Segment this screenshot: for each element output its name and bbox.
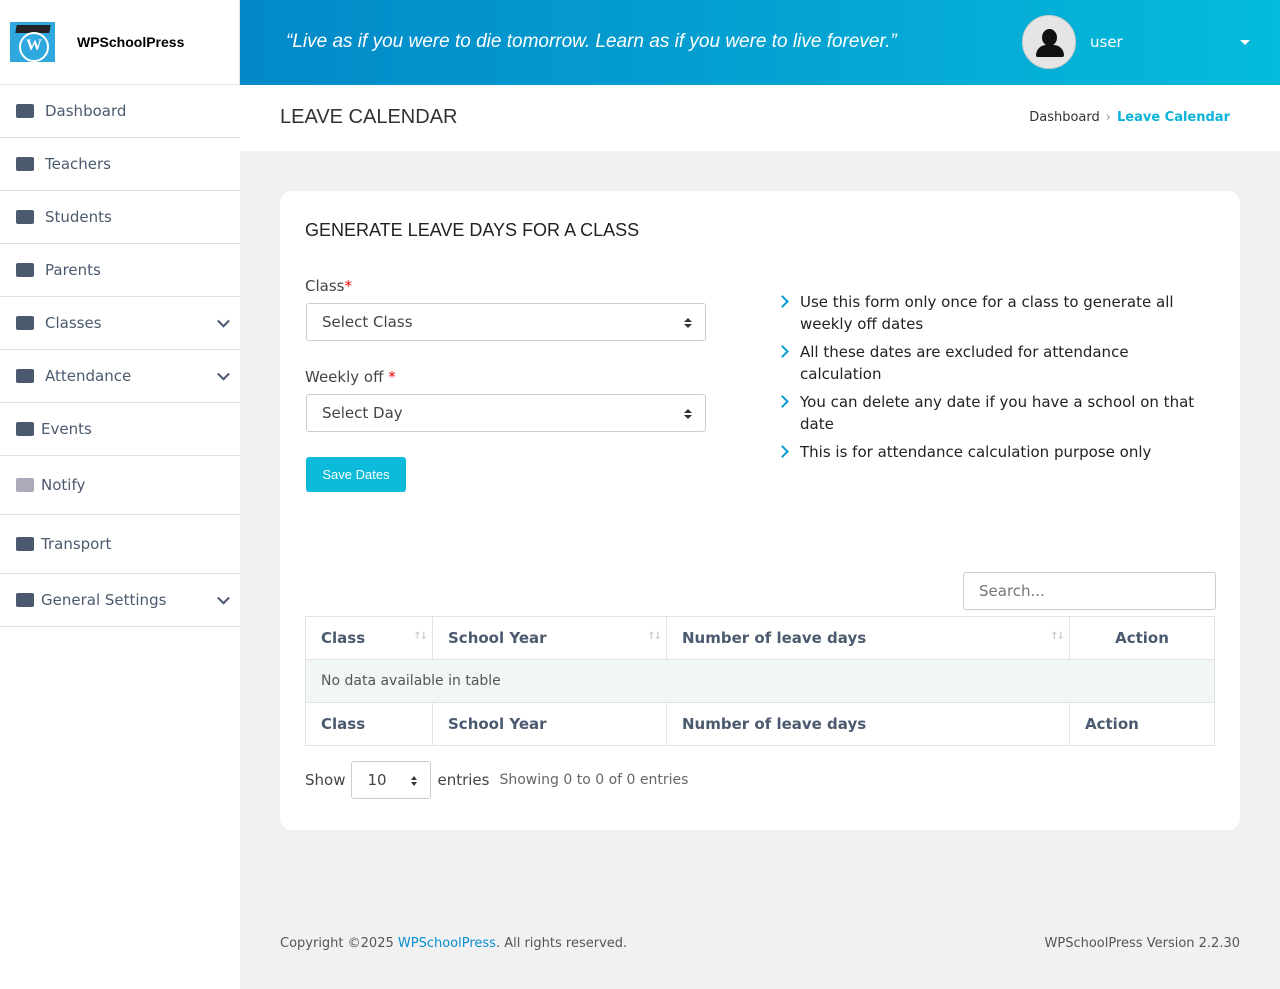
foot-class: Class: [305, 702, 433, 746]
sidebar-item-students[interactable]: Students: [0, 191, 240, 244]
weekly-off-select[interactable]: Select Day: [306, 394, 706, 432]
user-name[interactable]: user: [1090, 33, 1123, 51]
sidebar-item-teachers[interactable]: Teachers: [0, 138, 240, 191]
sidebar-item-attendance[interactable]: Attendance: [0, 350, 240, 403]
entries-label: entries: [437, 771, 490, 789]
sidebar-item-label: Attendance: [45, 367, 132, 385]
brand-logo[interactable]: WPSchoolPress: [0, 0, 240, 85]
copyright-rest: . All rights reserved.: [495, 936, 628, 951]
chevron-right-icon: ›: [1105, 110, 1111, 125]
quote: “Live as if you were to die tomorrow. Le…: [286, 31, 897, 52]
sidebar-item-label: Teachers: [45, 155, 111, 173]
tag-icon: [16, 369, 34, 383]
col-class[interactable]: Class: [305, 616, 433, 660]
foot-leave-days: Number of leave days: [666, 702, 1070, 746]
chevron-down-icon[interactable]: [217, 591, 230, 605]
caret-down-icon[interactable]: [1240, 40, 1250, 45]
sidebar-item-parents[interactable]: Parents: [0, 244, 240, 297]
table-info: Showing 0 to 0 of 0 entries: [499, 772, 689, 788]
col-action: Action: [1069, 616, 1215, 660]
users-icon: [16, 263, 34, 277]
tip-item: Use this form only once for a class to g…: [778, 291, 1198, 335]
page-length-select[interactable]: 10: [351, 761, 432, 799]
page-title: LEAVE CALENDAR: [280, 106, 458, 128]
brand-name: WPSchoolPress: [77, 34, 185, 50]
form-title: GENERATE LEAVE DAYS FOR A CLASS: [305, 220, 640, 240]
foot-action: Action: [1069, 702, 1215, 746]
tip-item: This is for attendance calculation purpo…: [778, 441, 1198, 463]
footer: Copyright ©2025 WPSchoolPress. All right…: [280, 936, 1240, 951]
class-select[interactable]: Select Class: [306, 303, 706, 341]
leave-table: Class School Year Number of leave days A…: [305, 616, 1215, 746]
page-length: Show 10 entries Showing 0 to 0 of 0 entr…: [305, 761, 688, 799]
logo-icon: [10, 22, 55, 62]
avatar[interactable]: [1022, 15, 1076, 69]
weekly-off-label: Weekly off *: [305, 368, 396, 386]
foot-school-year: School Year: [432, 702, 667, 746]
gear-icon: [16, 593, 34, 607]
calendar-icon: [16, 422, 34, 436]
col-school-year[interactable]: School Year: [432, 616, 667, 660]
sidebar-item-general-settings[interactable]: General Settings: [0, 574, 240, 627]
version: WPSchoolPress Version 2.2.30: [1044, 936, 1240, 951]
breadcrumb-current: Leave Calendar: [1116, 110, 1230, 125]
sidebar-item-label: General Settings: [41, 591, 167, 609]
table-icon: [16, 316, 34, 330]
sidebar-item-label: Events: [41, 420, 92, 438]
sidebar-item-classes[interactable]: Classes: [0, 297, 240, 350]
breadcrumb: Dashboard › Leave Calendar: [1029, 110, 1230, 125]
tip-item: You can delete any date if you have a sc…: [778, 391, 1198, 435]
megaphone-icon: [16, 478, 34, 492]
show-label: Show: [305, 771, 346, 789]
sidebar: WPSchoolPress Dashboard Teachers Students P…: [0, 0, 240, 989]
chevron-down-icon[interactable]: [217, 314, 230, 328]
sidebar-item-label: Classes: [45, 314, 102, 332]
sidebar-item-label: Transport: [41, 535, 112, 553]
topbar: “Live as if you were to die tomorrow. Le…: [240, 0, 1280, 85]
leave-form-card: GENERATE LEAVE DAYS FOR A CLASS Class* S…: [280, 191, 1240, 830]
class-label: Class*: [305, 277, 352, 295]
teacher-icon: [16, 157, 34, 171]
footer-link[interactable]: WPSchoolPress: [397, 936, 496, 951]
breadcrumb-dashboard[interactable]: Dashboard: [1029, 110, 1100, 125]
sidebar-item-events[interactable]: Events: [0, 403, 240, 456]
sidebar-item-label: Notify: [41, 476, 86, 494]
save-dates-button[interactable]: Save Dates: [306, 457, 406, 492]
tip-item: All these dates are excluded for attenda…: [778, 341, 1198, 385]
sidebar-item-notify[interactable]: Notify: [0, 456, 240, 515]
dashboard-icon: [16, 104, 34, 118]
sidebar-item-label: Parents: [45, 261, 101, 279]
sidebar-item-dashboard[interactable]: Dashboard: [0, 85, 240, 138]
copyright: Copyright ©2025: [280, 936, 398, 951]
id-card-icon: [16, 210, 34, 224]
chevron-down-icon[interactable]: [217, 367, 230, 381]
page-header: LEAVE CALENDAR Dashboard › Leave Calendar: [240, 85, 1280, 151]
empty-row: No data available in table: [305, 659, 1215, 703]
tips-list: Use this form only once for a class to g…: [778, 291, 1198, 469]
col-leave-days[interactable]: Number of leave days: [666, 616, 1070, 660]
sidebar-item-label: Students: [45, 208, 112, 226]
sidebar-item-label: Dashboard: [45, 102, 127, 120]
bus-icon: [16, 537, 34, 551]
sidebar-item-transport[interactable]: Transport: [0, 515, 240, 574]
search-input[interactable]: [963, 572, 1216, 610]
